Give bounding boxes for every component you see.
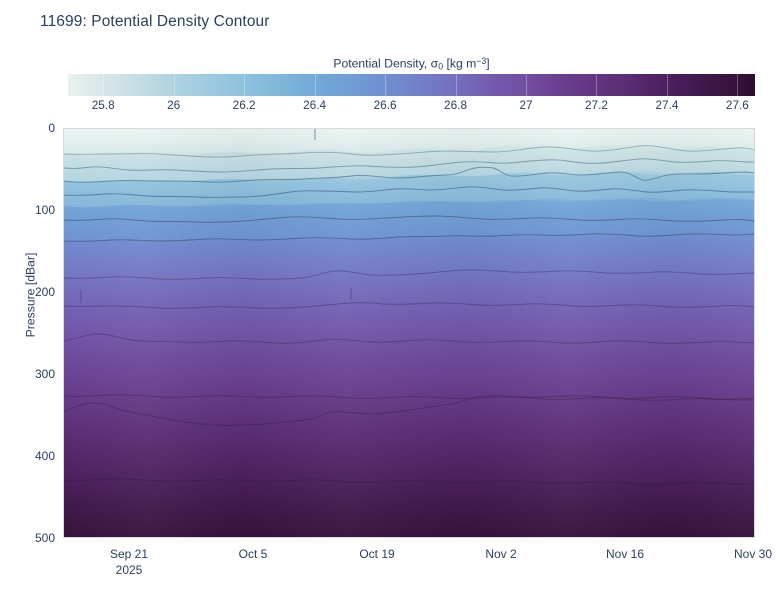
y-tick-500: 500 bbox=[34, 531, 55, 545]
contour-line-26-7 bbox=[63, 233, 755, 242]
contour-line-26-35 bbox=[63, 186, 755, 198]
colorbar-tick-26-2: 26.2 bbox=[232, 98, 256, 112]
colorbar-tick-26-6: 26.6 bbox=[373, 98, 397, 112]
y-tick-400: 400 bbox=[34, 449, 55, 463]
colorbar-tick-26: 26 bbox=[167, 98, 181, 112]
x-tick-label: Oct 19 bbox=[359, 547, 395, 561]
x-tick-nov-2: Nov 2 bbox=[485, 546, 516, 562]
x-tick-sep-21: Sep 21 2025 bbox=[110, 546, 148, 578]
colorbar-tick-27-2: 27.2 bbox=[584, 98, 608, 112]
y-axis-title: Pressure [dBar] bbox=[23, 252, 38, 338]
x-tick-label: Nov 2 bbox=[485, 547, 517, 561]
x-tick-label: Nov 16 bbox=[605, 547, 645, 561]
contour-fill-group bbox=[63, 128, 755, 538]
contour-line-25-9 bbox=[63, 145, 755, 158]
colorbar-title: Potential Density, σ0 [kg m−3] bbox=[68, 56, 755, 72]
x-tick-nov-30: Nov 30 bbox=[734, 546, 772, 562]
colorbar-title-subscript: 0 bbox=[438, 61, 444, 72]
x-tick-label: Nov 30 bbox=[733, 547, 773, 561]
contour-line-26-9 bbox=[63, 269, 755, 280]
plot-border bbox=[63, 128, 755, 538]
colorbar-tick-27-4: 27.4 bbox=[655, 98, 679, 112]
contour-lines-group bbox=[63, 128, 755, 485]
x-tick-oct-5: Oct 5 bbox=[239, 546, 268, 562]
colorbar-tick-26-4: 26.4 bbox=[303, 98, 327, 112]
colorbar-gradient bbox=[68, 74, 755, 96]
colorbar-title-units-exponent: −3 bbox=[476, 56, 487, 66]
colorbar-title-units-post: ] bbox=[486, 56, 490, 71]
colorbar-tick-27: 27 bbox=[519, 98, 533, 112]
contour-line-27-35 bbox=[63, 395, 755, 426]
colorbar-tick-labels: 25.8 26 26.2 26.4 26.6 26.8 27 27.2 27.4 27.6 bbox=[68, 98, 755, 116]
colorbar-tick-27-6: 27.6 bbox=[725, 98, 749, 112]
colorbar-title-units-pre: [kg m bbox=[443, 56, 477, 71]
contour-svg bbox=[63, 128, 755, 538]
contour-line-27-45 bbox=[63, 478, 755, 485]
profile-variability-overlay bbox=[63, 128, 755, 538]
contour-line-26-2 bbox=[63, 166, 755, 183]
x-axis-tick-labels: Sep 21 2025 Oct 5 Oct 19 Nov 2 Nov 16 Nov 30 bbox=[63, 546, 772, 586]
x-tick-oct-19: Oct 19 bbox=[359, 546, 394, 562]
y-tick-300: 300 bbox=[34, 367, 55, 381]
x-tick-nov-16: Nov 16 bbox=[606, 546, 644, 562]
colorbar: Potential Density, σ0 [kg m−3] 25.8 26 26.… bbox=[68, 56, 755, 118]
contour-line-27-0 bbox=[63, 302, 755, 309]
contour-plot bbox=[63, 128, 755, 538]
contour-line-27-25 bbox=[63, 394, 755, 401]
colorbar-title-main: Potential Density, bbox=[333, 56, 431, 71]
y-tick-0: 0 bbox=[48, 121, 55, 135]
contour-line-26-5 bbox=[63, 215, 755, 223]
y-tick-100: 100 bbox=[34, 203, 55, 217]
page-title: 11699: Potential Density Contour bbox=[40, 13, 270, 30]
colorbar-title-sigma: σ bbox=[430, 56, 439, 71]
x-tick-label: Oct 5 bbox=[238, 547, 268, 561]
colorbar-tick-25-8: 25.8 bbox=[91, 98, 115, 112]
contour-line-27-1 bbox=[63, 333, 755, 344]
y-tick-200: 200 bbox=[34, 285, 55, 299]
colorbar-tick-26-8: 26.8 bbox=[444, 98, 468, 112]
x-tick-year: 2025 bbox=[115, 563, 143, 577]
x-tick-label: Sep 21 bbox=[109, 547, 149, 561]
contour-line-26-0 bbox=[63, 158, 755, 173]
